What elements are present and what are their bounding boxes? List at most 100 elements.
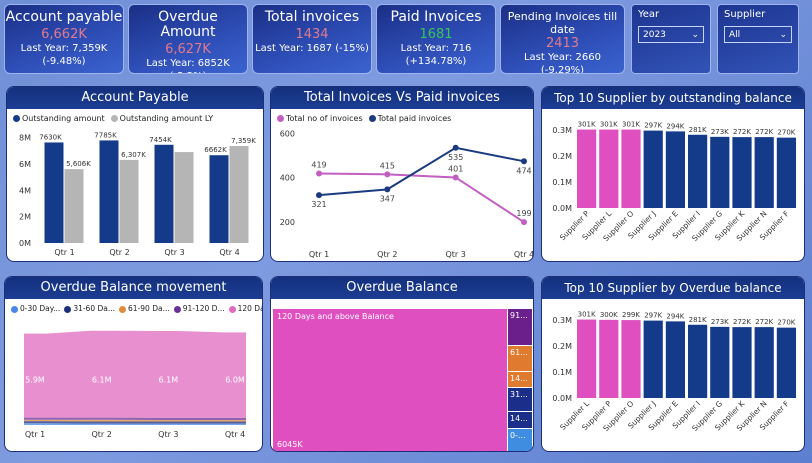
bar <box>599 129 619 208</box>
bar <box>665 131 685 208</box>
legend-item: 0-30 Day... <box>11 304 60 313</box>
treemap-tile-label: 31... <box>510 389 528 399</box>
account-payable-panel: Account Payable Outstanding amount Outst… <box>6 86 264 262</box>
data-label: 273K <box>711 128 729 136</box>
data-label: 294K <box>666 122 684 130</box>
chart-legend: 0-30 Day... 31-60 Da... 61-90 Da... 91-1… <box>5 299 262 313</box>
treemap-tile[interactable]: 61... <box>508 345 532 372</box>
panel-title: Top 10 Supplier by Overdue balance <box>542 277 804 299</box>
x-tick-label: Qtr 4 <box>219 248 239 257</box>
kpi-value: 1681 <box>419 27 453 42</box>
legend-item: Total paid invoices <box>368 114 452 123</box>
panel-title: Account Payable <box>7 87 263 109</box>
kpi-paid-invoices: Paid Invoices 1681 Last Year: 716 (+134.… <box>376 4 496 74</box>
panel-title: Overdue Balance <box>271 277 533 299</box>
top10-overdue-panel: Top 10 Supplier by Overdue balance 0.0M 0… <box>541 276 805 452</box>
data-label: 535 <box>448 153 463 162</box>
x-tick-label: Qtr 3 <box>158 430 178 439</box>
overdue-movement-panel: Overdue Balance movement 0-30 Day... 31-… <box>4 276 263 452</box>
y-tick-label: 0.3M <box>552 126 572 135</box>
treemap-tile-label: 14... <box>510 413 528 423</box>
data-label: 6,307K <box>121 151 146 159</box>
data-label: 5.9M <box>25 375 45 384</box>
year-dropdown-value: 2023 <box>643 29 666 40</box>
series-area <box>24 330 246 418</box>
x-tick-label: Qtr 3 <box>164 248 184 257</box>
treemap-main-label: 120 Days and above Balance <box>277 312 394 321</box>
legend-label: Total paid invoices <box>377 114 452 123</box>
chevron-down-icon: ⌄ <box>691 29 699 40</box>
legend-item: Outstanding amount LY <box>110 114 213 123</box>
kpi-value: 2413 <box>545 36 580 51</box>
y-tick-label: 0.1M <box>552 178 572 187</box>
data-label: 5,606K <box>66 160 91 168</box>
x-tick-label: Qtr 2 <box>109 248 129 257</box>
treemap-tile[interactable]: 0-... <box>508 429 532 451</box>
legend-label: Total no of invoices <box>286 114 363 123</box>
data-label: 7,359K <box>231 137 256 145</box>
data-point <box>384 186 391 193</box>
kpi-total-invoices: Total invoices 1434 Last Year: 1687 (-15… <box>252 4 372 74</box>
series-area <box>24 417 246 421</box>
treemap-small-tiles: 91... 61... 14... 31... 14... 0-... <box>508 309 532 451</box>
bar <box>599 319 619 398</box>
y-tick-label: 0.0M <box>552 204 572 213</box>
legend-item: Outstanding amount <box>13 114 105 123</box>
data-label: 300K <box>600 311 618 319</box>
treemap-tile-label: 0-... <box>510 431 526 441</box>
data-label: 297K <box>644 122 662 130</box>
supplier-dropdown[interactable]: All ⌄ <box>724 26 792 43</box>
legend-item: 61-90 Da... <box>119 304 170 313</box>
data-point <box>521 219 527 226</box>
treemap-tile-label: 61... <box>510 347 528 357</box>
treemap-tile[interactable]: 31... <box>508 387 532 412</box>
top10-outstanding-panel: Top 10 Supplier by outstanding balance 0… <box>541 86 805 262</box>
data-label: 6662K <box>204 146 227 154</box>
y-tick-label: 400 <box>280 174 295 183</box>
data-label: 273K <box>711 318 729 326</box>
kpi-last-year: Last Year: 716 <box>400 43 472 54</box>
kpi-title: Total invoices <box>264 9 360 25</box>
treemap-tile[interactable]: 91... <box>508 309 532 346</box>
x-tick-label: Qtr 1 <box>25 430 45 439</box>
treemap-tile[interactable]: 14... <box>508 411 532 430</box>
kpi-last-year-change: (+134.78%) <box>405 56 467 67</box>
bar <box>154 144 174 243</box>
bar <box>732 137 752 208</box>
supplier-slicer-label: Supplier <box>724 9 766 20</box>
chart-legend: Outstanding amount Outstanding amount LY <box>7 109 263 123</box>
legend-label: 31-60 Da... <box>73 304 116 313</box>
bar <box>209 155 229 243</box>
x-tick-label: Qtr 1 <box>309 250 329 259</box>
bar <box>577 319 597 398</box>
bar <box>643 320 663 398</box>
series-area <box>24 419 246 422</box>
series-line <box>318 146 525 197</box>
legend-label: 91-120 D... <box>182 304 225 313</box>
kpi-last-year: Last Year: 7,359K (-9.48%) <box>20 43 108 67</box>
year-slicer-label: Year <box>638 9 660 20</box>
data-label: 299K <box>622 311 640 319</box>
bar <box>229 146 249 243</box>
year-dropdown[interactable]: 2023 ⌄ <box>638 26 704 43</box>
year-slicer: Year 2023 ⌄ <box>631 4 711 74</box>
data-label: 270K <box>777 129 795 137</box>
data-label: 321 <box>311 200 326 209</box>
bar <box>665 321 685 398</box>
y-tick-label: 0.1M <box>552 368 572 377</box>
data-label: 6.0M <box>225 375 245 384</box>
x-tick-label: Qtr 2 <box>91 430 111 439</box>
data-label: 415 <box>380 161 395 170</box>
treemap-tile[interactable]: 14... <box>508 371 532 388</box>
data-label: 272K <box>733 318 751 326</box>
bar <box>643 130 663 208</box>
data-label: 272K <box>755 128 773 136</box>
x-tick-label: Qtr 4 <box>514 250 533 259</box>
bar <box>754 327 774 398</box>
panel-title: Overdue Balance movement <box>5 277 262 299</box>
x-tick-label: Qtr 3 <box>445 250 465 259</box>
y-tick-label: 0.0M <box>552 394 572 403</box>
treemap-main-tile[interactable]: 120 Days and above Balance 6045K <box>273 309 507 451</box>
data-label: 301K <box>622 121 640 129</box>
